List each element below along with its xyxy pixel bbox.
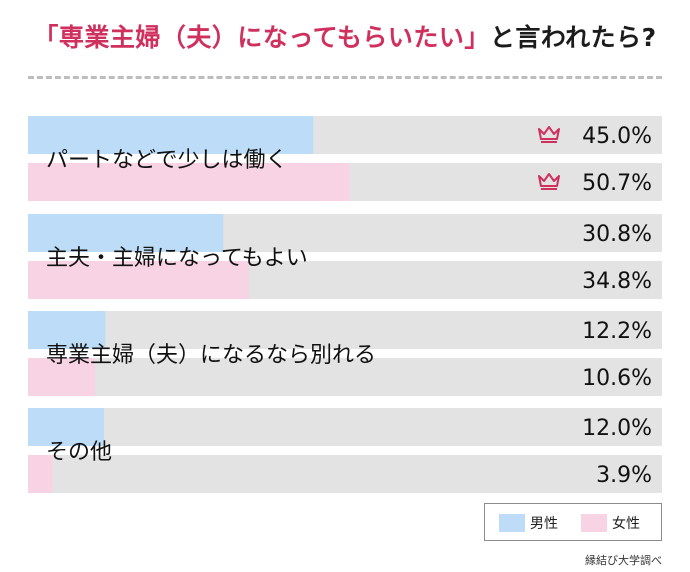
bar-male-3 (28, 408, 105, 446)
crown-icon (538, 126, 560, 143)
bar-track-male-2 (28, 311, 662, 349)
bar-female-3 (28, 455, 53, 493)
legend-swatch-male (499, 514, 525, 532)
bar-female-0 (28, 163, 350, 201)
data-label-female-1: 34.8% (582, 269, 652, 294)
category-label-2: 専業主婦（夫）になるなら別れる (46, 343, 376, 368)
bar-male-0 (28, 116, 314, 154)
chart-title-suffix: と言われたら? (489, 23, 657, 52)
legend: 男性 女性 (484, 503, 662, 541)
data-label-male-0: 45.0% (582, 124, 652, 149)
legend-swatch-female (581, 514, 607, 532)
category-label-0: パートなどで少しは働く (46, 148, 288, 173)
bar-track-female-2 (28, 358, 662, 396)
bar-male-1 (28, 214, 224, 252)
category-label-3: その他 (46, 440, 112, 465)
source-note: 縁結び大学調べ (585, 554, 662, 567)
bar-track-female-3 (28, 455, 662, 493)
data-label-male-1: 30.8% (582, 222, 652, 247)
category-label-1: 主夫・主婦になってもよい (46, 246, 308, 271)
title-divider (28, 76, 662, 79)
bar-female-1 (28, 261, 249, 299)
data-label-female-3: 3.9% (596, 463, 652, 488)
chart-title-highlight: 「専業主婦（夫）になってもらいたい」 (33, 23, 490, 52)
data-label-male-3: 12.0% (582, 416, 652, 441)
legend-item-male: 男性 (499, 514, 558, 532)
crown-icon (538, 173, 560, 190)
chart-title: 「専業主婦（夫）になってもらいたい」と言われたら? (0, 18, 690, 54)
legend-label-male: 男性 (530, 516, 558, 532)
bar-track-male-3 (28, 408, 662, 446)
legend-item-female: 女性 (581, 514, 640, 532)
legend-label-female: 女性 (612, 516, 640, 532)
bar-male-2 (28, 311, 106, 349)
data-label-male-2: 12.2% (582, 319, 652, 344)
bar-female-2 (28, 358, 96, 396)
data-label-female-0: 50.7% (582, 171, 652, 196)
data-label-female-2: 10.6% (582, 366, 652, 391)
